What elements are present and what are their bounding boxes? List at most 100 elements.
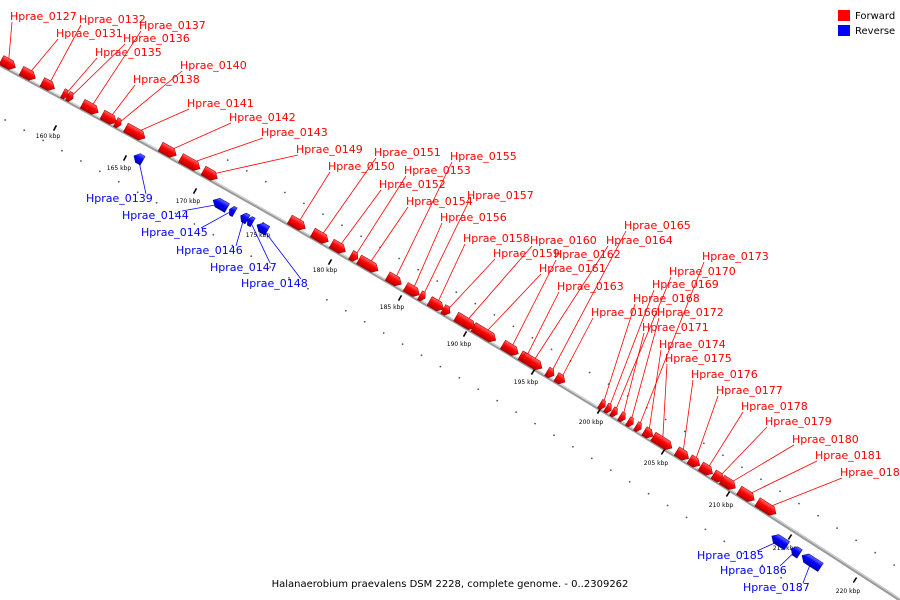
tick-label: 210 kbp	[709, 502, 734, 509]
gene-feature-hprae_0151[interactable]	[309, 227, 331, 246]
gene-feature-hprae_0186[interactable]	[788, 544, 803, 559]
gene-leader-hprae_0158	[436, 243, 466, 306]
gene-feature-hprae_0131[interactable]	[18, 65, 38, 82]
gene-feature-hprae_0149[interactable]	[200, 165, 220, 183]
gene-feature-hprae_0127[interactable]	[0, 55, 18, 72]
gene-feature-hprae_0148[interactable]	[254, 221, 271, 236]
scale-dot	[231, 244, 234, 247]
gene-feature-hprae_0169[interactable]	[603, 402, 613, 415]
gene-feature-hprae_0153[interactable]	[348, 250, 361, 263]
gene-feature-hprae_0185[interactable]	[769, 532, 791, 551]
gene-feature-hprae_0162[interactable]	[499, 339, 521, 358]
scale-dot	[572, 445, 574, 448]
gene-leader-hprae_0173	[638, 261, 705, 428]
gene-label-hprae_0142: Hprae_0142	[229, 111, 296, 124]
gene-feature-hprae_0160[interactable]	[453, 311, 478, 332]
gene-feature-hprae_0168[interactable]	[597, 399, 607, 411]
gene-label-hprae_0136: Hprae_0136	[123, 32, 190, 45]
gene-feature-hprae_0157[interactable]	[417, 290, 427, 303]
gene-feature-hprae_0165[interactable]	[544, 366, 557, 380]
gene-feature-hprae_0164[interactable]	[520, 352, 545, 373]
gene-feature-hprae_0175[interactable]	[650, 431, 675, 452]
gene-feature-hprae_0180[interactable]	[718, 474, 738, 492]
gene-feature-hprae_0158[interactable]	[426, 296, 446, 314]
gene-label-hprae_0143: Hprae_0143	[261, 126, 328, 139]
gene-leader-hprae_0157	[422, 200, 470, 297]
scale-dot	[382, 332, 385, 334]
gene-leader-hprae_0171	[622, 332, 645, 418]
gene-label-hprae_0135: Hprae_0135	[95, 46, 162, 59]
gene-leader-hprae_0174	[648, 349, 662, 434]
gene-feature-hprae_0139[interactable]	[132, 152, 146, 166]
gene-feature-hprae_0156[interactable]	[402, 282, 422, 299]
gene-feature-hprae_0174[interactable]	[641, 426, 656, 441]
gene-feature-hprae_0155[interactable]	[384, 271, 404, 289]
gene-leader-hprae_0177	[694, 395, 719, 463]
gene-feature-hprae_0145[interactable]	[227, 205, 238, 217]
gene-label-hprae_0161: Hprae_0161	[539, 262, 606, 275]
gene-feature-hprae_0161[interactable]	[470, 322, 498, 345]
gene-feature-hprae_0171[interactable]	[617, 411, 627, 424]
tick-label: 195 kbp	[514, 379, 539, 386]
gene-feature-hprae_0173[interactable]	[633, 421, 643, 434]
gene-feature-hprae_0132[interactable]	[39, 77, 57, 93]
gene-feature-hprae_0170[interactable]	[609, 406, 619, 419]
gene-feature-hprae_0154[interactable]	[356, 254, 380, 275]
scale-dot	[193, 223, 196, 225]
gene-label-hprae_0165: Hprae_0165	[624, 219, 691, 232]
gene-feature-hprae_0141[interactable]	[123, 122, 147, 142]
gene-feature-hprae_0147[interactable]	[245, 215, 256, 228]
scale-dot	[174, 212, 177, 215]
gene-leader-hprae_0137	[90, 30, 142, 109]
gene-feature-hprae_0179[interactable]	[710, 469, 726, 485]
gene-label-hprae_0172: Hprae_0172	[657, 306, 724, 319]
gene-feature-hprae_0152[interactable]	[328, 238, 348, 256]
tick-mark	[327, 259, 333, 265]
tick-mark	[122, 155, 128, 161]
scale-dot	[855, 539, 857, 542]
gene-feature-hprae_0150[interactable]	[286, 214, 308, 233]
label-leaders	[8, 21, 843, 584]
gene-feature-hprae_0144[interactable]	[211, 196, 230, 213]
scale-dot	[628, 481, 631, 483]
gene-leader-hprae_0145	[200, 210, 233, 229]
scale-dot	[288, 277, 290, 279]
legend-reverse-label: Reverse	[855, 26, 895, 37]
gene-feature-hprae_0166[interactable]	[553, 372, 568, 387]
gene-feature-hprae_0137[interactable]	[79, 99, 101, 116]
gene-feature-hprae_0142[interactable]	[157, 141, 179, 159]
gene-leader-hprae_0156	[412, 222, 443, 291]
gene-leader-hprae_0169	[608, 289, 655, 410]
gene-leader-hprae_0149	[210, 154, 299, 175]
gene-feature-hprae_0146[interactable]	[238, 211, 251, 225]
gene-label-hprae_0149: Hprae_0149	[296, 143, 363, 156]
gene-feature-hprae_0177[interactable]	[686, 454, 702, 470]
gene-feature-hprae_0135[interactable]	[60, 88, 70, 101]
gene-label-hprae_0168: Hprae_0168	[633, 292, 700, 305]
gene-feature-hprae_0187[interactable]	[799, 551, 824, 572]
gene-feature-hprae_0182[interactable]	[754, 497, 779, 518]
tick-mark	[787, 534, 793, 540]
gene-feature-hprae_0159[interactable]	[440, 304, 453, 318]
gene-feature-hprae_0178[interactable]	[697, 461, 715, 478]
scale-dot	[420, 354, 423, 357]
gene-feature-hprae_0176[interactable]	[673, 446, 691, 463]
gene-feature-hprae_0136[interactable]	[65, 91, 75, 103]
scale-dot	[553, 434, 555, 437]
gene-feature-hprae_0181[interactable]	[736, 485, 757, 504]
gene-feature-hprae_0138[interactable]	[99, 109, 119, 126]
gene-feature-hprae_0140[interactable]	[113, 117, 123, 130]
gene-label-hprae_0141: Hprae_0141	[187, 97, 254, 110]
gene-leader-hprae_0164	[532, 245, 609, 363]
gene-feature-hprae_0143[interactable]	[178, 153, 202, 173]
gene-label-hprae_0178: Hprae_0178	[741, 400, 808, 413]
scale-dot	[761, 564, 764, 567]
legend-forward-swatch	[838, 10, 850, 21]
scale-dot	[893, 564, 896, 566]
gene-leader-hprae_0176	[682, 379, 694, 455]
gene-leader-hprae_0172	[630, 317, 660, 423]
scale-dot	[588, 371, 591, 374]
gene-feature-hprae_0172[interactable]	[625, 416, 635, 429]
tick-label: 200 kbp	[579, 419, 604, 426]
gene-label-hprae_0162: Hprae_0162	[554, 248, 621, 261]
